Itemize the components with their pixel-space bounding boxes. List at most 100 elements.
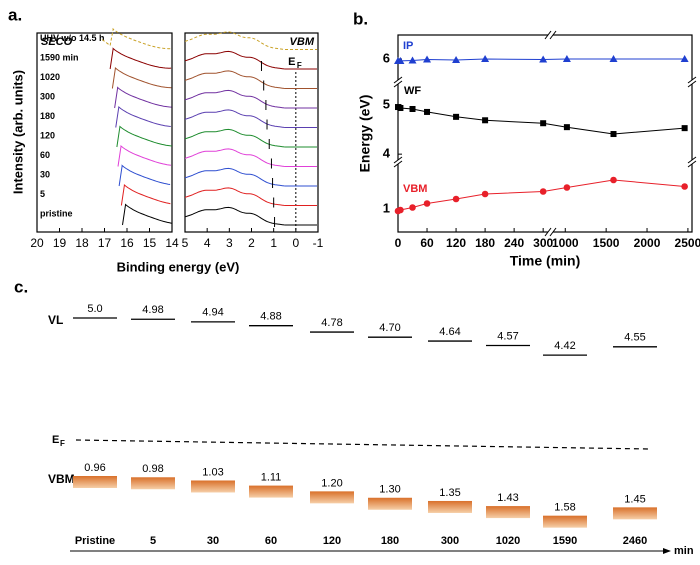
point [397,105,404,112]
x-tick-label: 15 [143,236,157,250]
point [539,55,548,63]
series-line [397,106,685,135]
seco-spectrum [109,47,172,70]
break-mark [549,227,557,237]
break-mark [393,160,403,168]
x-tick-label: 60 [420,236,434,250]
x-tick-label: 3 [226,236,233,250]
x-axis-label: Binding energy (eV) [117,259,240,274]
point [481,190,489,198]
x-tick-label: 0 [292,236,299,250]
series-label: 5 [40,189,45,199]
point [482,117,489,124]
x-tick-label: 20 [30,236,44,250]
point [424,108,431,115]
break-mark [687,80,697,88]
vb-spectrum [184,187,317,206]
vbm-value: 1.35 [439,487,460,499]
ef-label: E [52,434,59,446]
point [540,120,547,127]
seco-spectrum [101,27,172,50]
x-tick-label: -1 [313,236,324,250]
vl-value: 5.0 [87,303,102,315]
vbm-bar [613,507,657,520]
seco-spectrum [111,66,172,89]
x-tick-label: 2000 [634,236,661,250]
subplot-label: VBM [290,36,315,48]
y-axis-label: Intensity (arb. units) [10,70,25,194]
plot-frame [397,34,693,233]
x-tick-label: 5 [182,236,189,250]
x-tick-label: 2 [248,236,255,250]
series-label: VBM [403,183,427,195]
axis-break [688,80,696,84]
vbm-value: 0.96 [84,462,105,474]
series-label: 180 [40,111,55,121]
ef-label-sub: F [60,439,65,448]
x-tick-label: 120 [446,236,466,250]
vbm-bar [486,506,530,519]
seco-spectrum [115,106,171,128]
series-label: 120 [40,130,55,140]
x-tick-label: 17 [98,236,112,250]
seco-spectrum [118,164,171,187]
point [452,195,460,203]
x-tick-label: 180 [475,236,495,250]
vbm-bar [191,480,235,493]
break-mark [544,227,552,237]
point [423,200,431,207]
x-tick-label: 0 [395,236,402,250]
series-label: WF [404,85,421,97]
axis-break [394,80,402,84]
y-tick-label: 1 [383,200,390,215]
vbm-value: 1.03 [202,466,223,478]
x-tick-label: 300 [533,236,553,250]
vbm-value: 1.30 [379,484,400,496]
vbm-bar [249,485,293,498]
panel-label: a. [8,5,22,24]
point [423,55,432,63]
point [481,54,490,62]
category-label: 1020 [496,535,520,547]
unit-label: min [674,545,694,557]
seco-spectrum [116,125,172,148]
point [610,131,617,138]
vbm-bar [310,491,354,504]
break-mark [687,76,697,84]
break-mark [544,30,552,40]
ef-label: E [288,56,295,68]
series-label: 1020 [40,72,60,82]
vl-value: 4.98 [142,304,163,316]
x-tick-label: 2500 [675,236,700,250]
vbm-value: 0.98 [142,463,163,475]
vl-value: 4.88 [260,311,281,323]
panel-label: c. [14,277,28,296]
category-label: 120 [323,535,341,547]
panel-label: b. [353,9,368,28]
vb-spectrum [184,89,317,109]
category-label: 5 [150,535,156,547]
seco-spectrum [114,86,172,109]
point [681,183,688,190]
y-tick-label: 5 [383,97,390,112]
category-label: 30 [207,535,219,547]
point [397,206,404,214]
vbm-bar [543,515,587,528]
y-tick-label: 6 [383,50,390,65]
point [408,56,417,64]
x-tick-label: 16 [120,236,134,250]
vb-spectrum [184,167,317,187]
series-label: 300 [40,91,55,101]
series-label: 1590 min [40,52,79,62]
vbm-value: 1.45 [624,493,645,505]
break-mark [393,156,403,164]
series-label: pristine [40,208,73,218]
vb-spectrum [184,70,317,89]
vbm-bar [131,477,175,490]
x-tick-label: 18 [75,236,89,250]
vb-spectrum [184,206,317,226]
point [680,54,689,62]
x-tick-label: 1 [270,236,277,250]
point [453,113,460,120]
category-label: 60 [265,535,277,547]
